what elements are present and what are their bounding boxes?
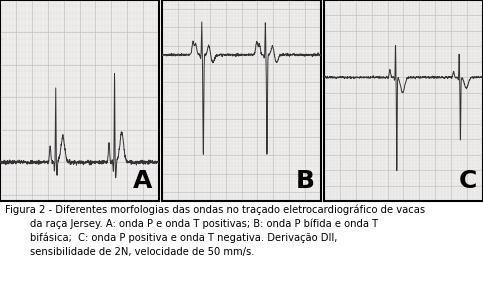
Text: Figura 2 - Diferentes morfologias das ondas no traçado eletrocardiográfico de va: Figura 2 - Diferentes morfologias das on… bbox=[5, 204, 425, 257]
Text: A: A bbox=[133, 169, 153, 193]
Text: B: B bbox=[296, 169, 314, 193]
Text: C: C bbox=[458, 169, 477, 193]
